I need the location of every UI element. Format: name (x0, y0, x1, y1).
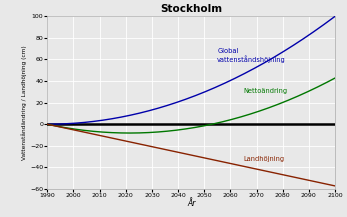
Y-axis label: Vattenståndändring / Landhöjning (cm): Vattenståndändring / Landhöjning (cm) (22, 45, 27, 160)
Text: Landhöjning: Landhöjning (244, 156, 285, 162)
Title: Stockholm: Stockholm (160, 4, 222, 14)
Text: Global
vattenståndshöjning: Global vattenståndshöjning (217, 48, 286, 63)
Text: Nettoändring: Nettoändring (244, 88, 288, 94)
X-axis label: År: År (187, 199, 195, 209)
